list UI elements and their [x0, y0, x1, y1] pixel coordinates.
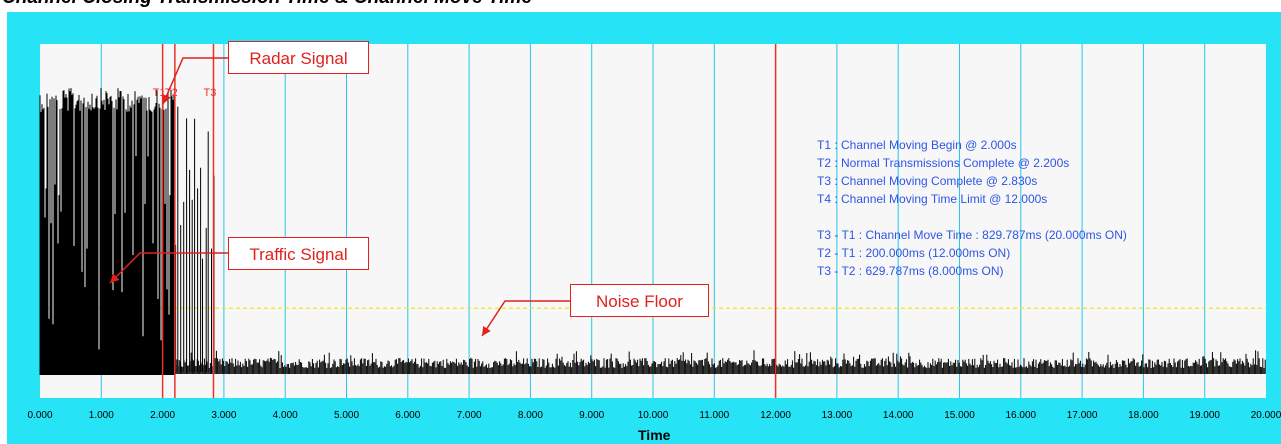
x-tick-label: 6.000 — [395, 410, 420, 421]
x-tick-label: 14.000 — [883, 410, 914, 421]
marker-label-t1: T1 — [153, 87, 166, 99]
chart-title: Channel Closing Transmission Time & Chan… — [2, 0, 532, 9]
x-tick-label: 0.000 — [27, 410, 52, 421]
annotation-line: T3 : Channel Moving Complete @ 2.830s — [817, 174, 1038, 188]
x-tick-labels: 0.000 1.000 2.000 3.000 4.000 5.000 6.000 7.000… — [27, 410, 1281, 421]
x-tick-label: 1.000 — [89, 410, 114, 421]
annotation-line: T2 : Normal Transmissions Complete @ 2.2… — [817, 156, 1070, 170]
marker-lines: T1 T2 T3 — [153, 44, 777, 398]
x-tick-label: 16.000 — [1006, 410, 1037, 421]
radar-arrow — [162, 57, 228, 105]
x-tick-label: 12.000 — [760, 410, 791, 421]
x-tick-label: 4.000 — [273, 410, 298, 421]
callout-arrows — [109, 57, 570, 337]
traffic-arrow-head — [110, 273, 120, 283]
x-tick-label: 17.000 — [1067, 410, 1098, 421]
x-tick-label: 9.000 — [579, 410, 604, 421]
x-tick-label: 11.000 — [699, 410, 729, 421]
annotation-line — [817, 208, 1127, 226]
annotation-line: T3 - T2 : 629.787ms (8.000ms ON) — [817, 264, 1004, 278]
noise-arrow-head — [482, 326, 491, 336]
x-tick-label: 3.000 — [211, 410, 236, 421]
noise-floor-callout: Noise Floor — [570, 284, 709, 317]
traffic-signal-callout: Traffic Signal — [228, 237, 369, 270]
marker-label-t2: T2 — [165, 87, 178, 99]
x-tick-label: 8.000 — [518, 410, 543, 421]
x-tick-label: 13.000 — [822, 410, 853, 421]
traffic-arrow — [109, 252, 228, 284]
annotation-line: T2 - T1 : 200.000ms (12.000ms ON) — [817, 246, 1011, 260]
x-tick-label: 18.000 — [1128, 410, 1159, 421]
annotation-line: T1 : Channel Moving Begin @ 2.000s — [817, 138, 1017, 152]
x-tick-label: 2.000 — [150, 410, 175, 421]
x-axis-label: Time — [638, 427, 671, 443]
x-tick-label: 15.000 — [944, 410, 975, 421]
x-tick-label: 19.000 — [1189, 410, 1220, 421]
annotation-line: T4 : Channel Moving Time Limit @ 12.000s — [817, 192, 1048, 206]
radar-signal-callout: Radar Signal — [228, 41, 369, 74]
noise-arrow — [481, 300, 570, 337]
measurement-annotations: T1 : Channel Moving Begin @ 2.000s T2 : … — [817, 136, 1127, 280]
x-tick-label: 5.000 — [334, 410, 359, 421]
marker-label-t3: T3 — [203, 87, 216, 99]
x-tick-label: 7.000 — [457, 410, 482, 421]
annotation-line: T3 - T1 : Channel Move Time : 829.787ms … — [817, 228, 1127, 242]
traffic-signal-bursts — [39, 88, 215, 375]
x-tick-label: 20.000 — [1251, 410, 1281, 421]
radar-arrow-head — [162, 93, 171, 104]
x-tick-label: 10.000 — [638, 410, 669, 421]
